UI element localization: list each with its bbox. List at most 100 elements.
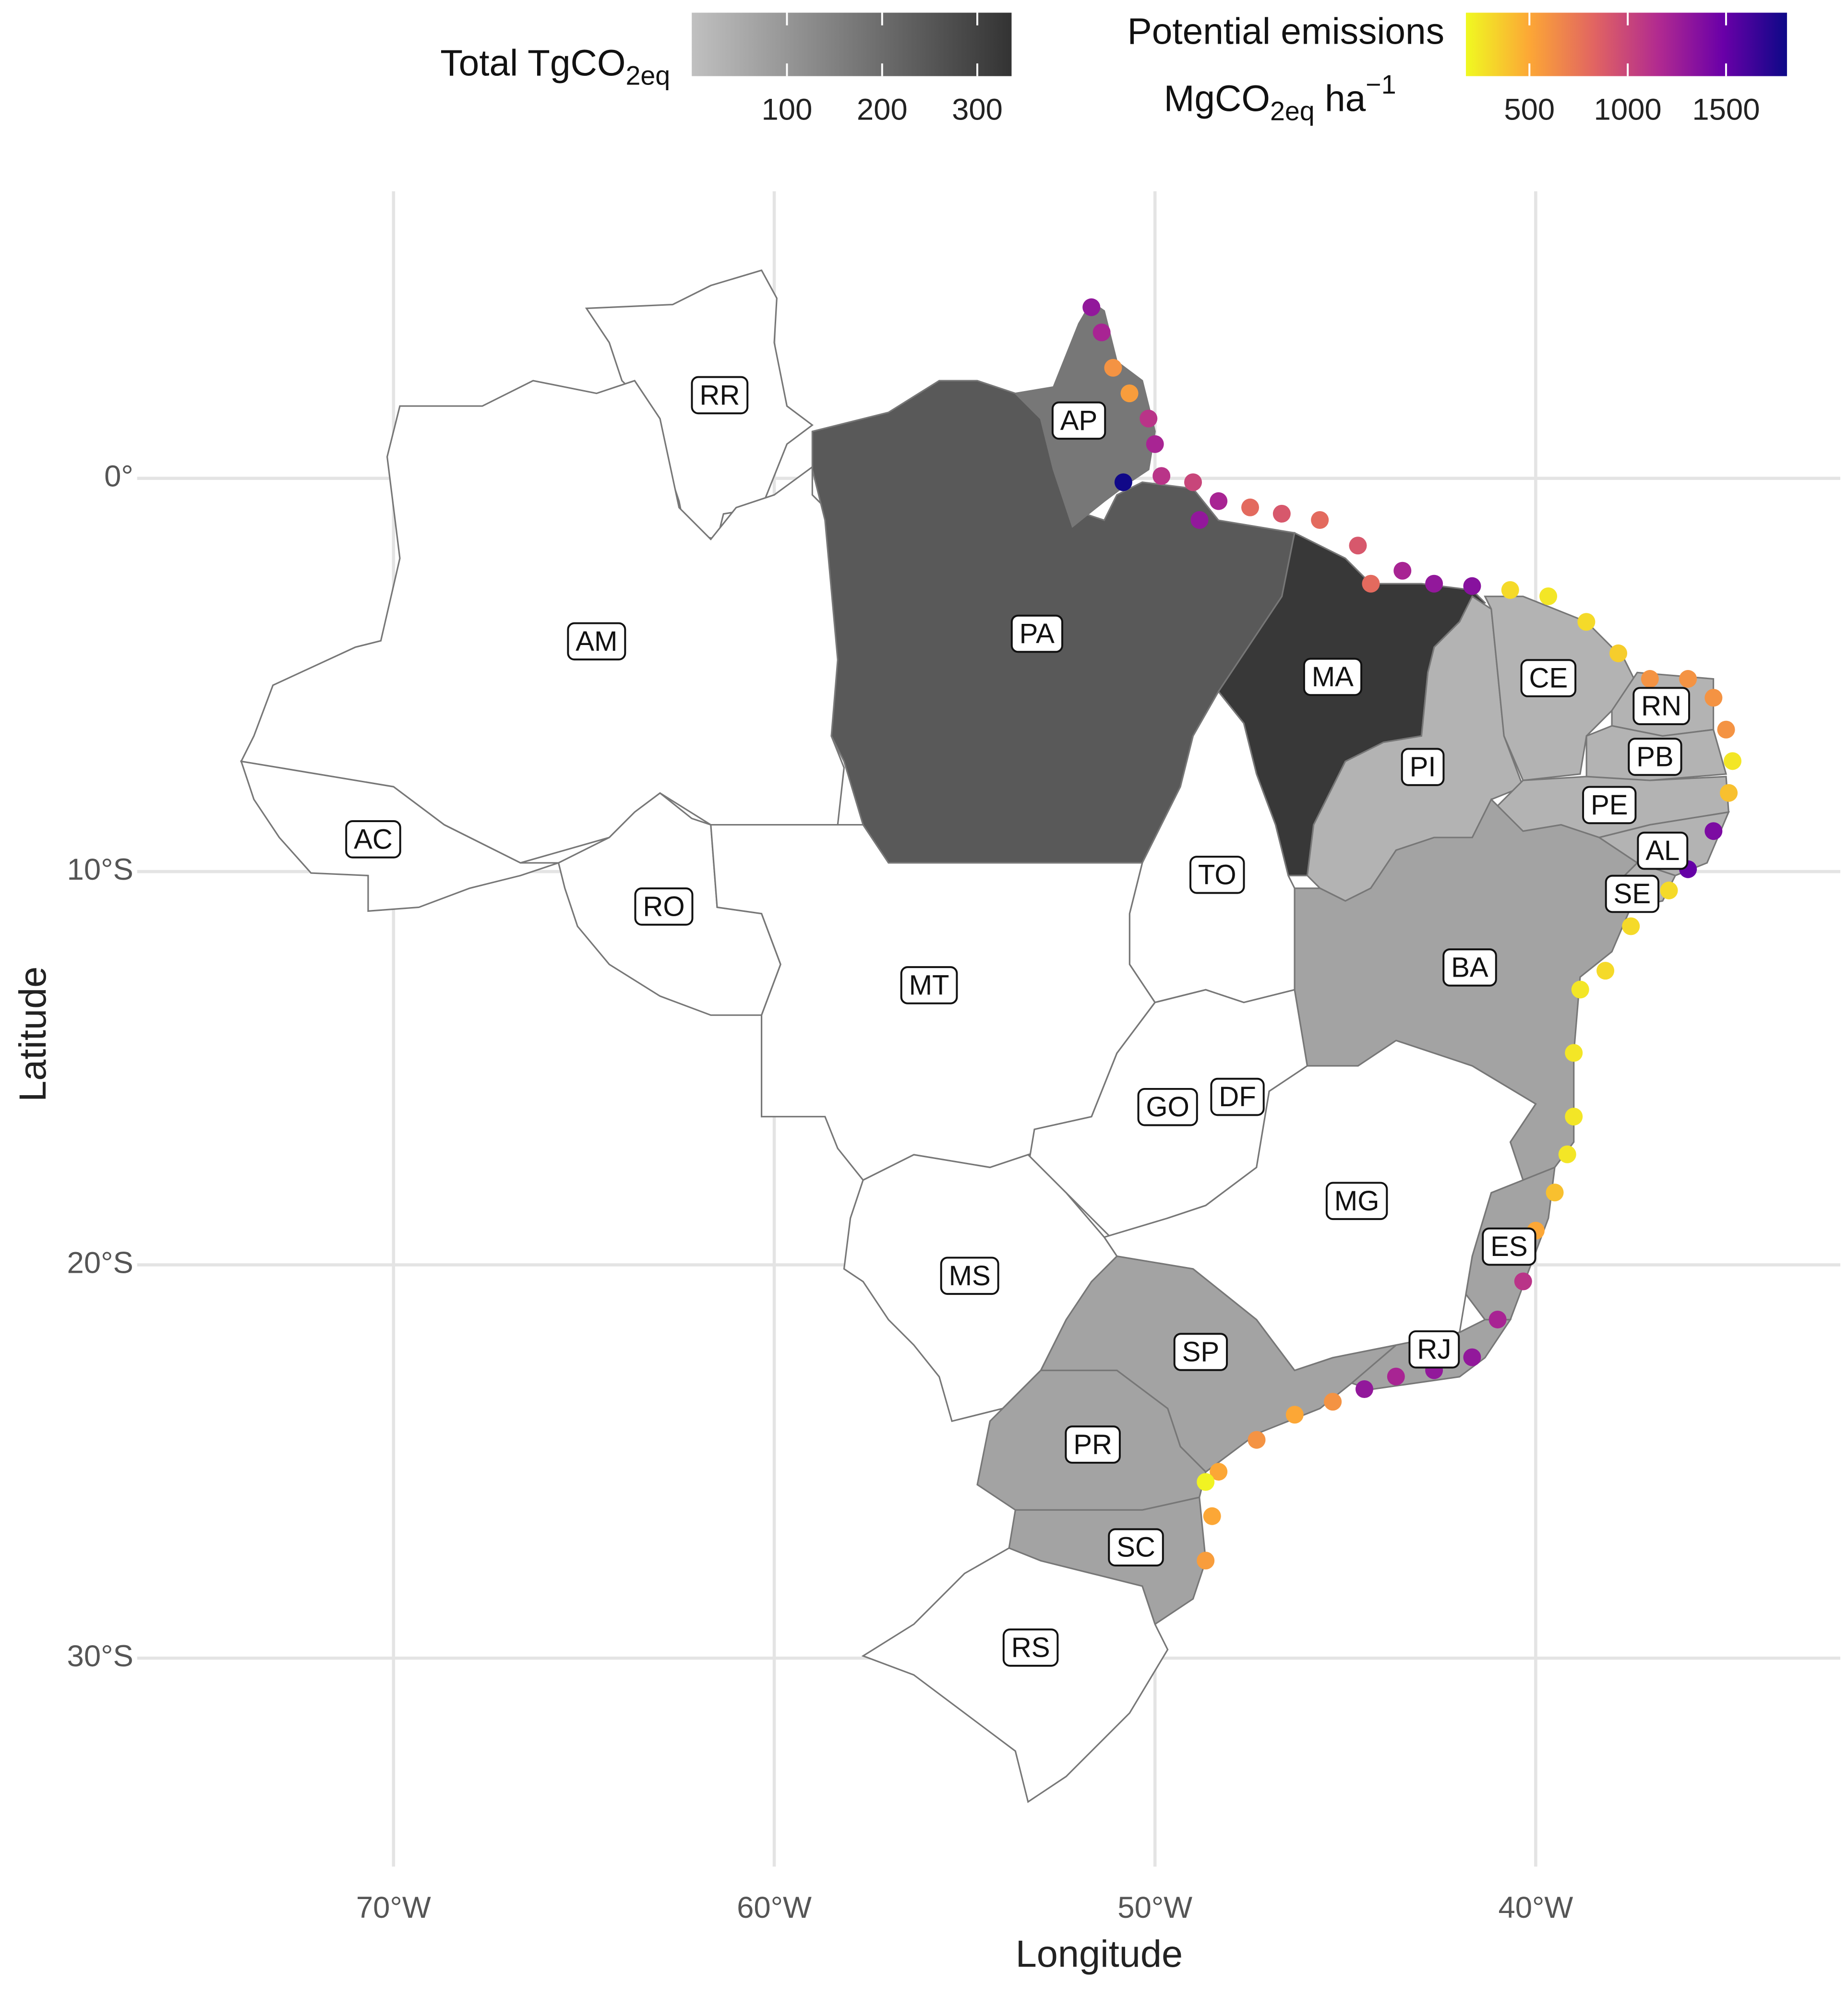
label-box — [1520, 659, 1577, 697]
state-code: AL — [1645, 835, 1680, 866]
state-label: CE — [1520, 659, 1577, 697]
state-label: RS — [1002, 1628, 1059, 1667]
emission-point — [1272, 504, 1291, 523]
color-legend-title: Potential emissions — [1128, 12, 1444, 52]
emission-point — [1210, 492, 1228, 510]
state-code: MS — [949, 1260, 991, 1291]
title-sub: 2eq — [626, 60, 671, 90]
emission-point — [1571, 980, 1589, 999]
state-code: RS — [1011, 1632, 1050, 1663]
unit-sub: 2eq — [1270, 96, 1315, 126]
label-box — [1210, 1077, 1265, 1116]
state-code: RO — [643, 891, 684, 922]
emission-point — [1210, 1463, 1228, 1481]
state-code: PA — [1020, 618, 1055, 649]
label-box — [1401, 748, 1445, 786]
state-label: MT — [900, 966, 958, 1004]
emission-point — [1539, 587, 1558, 605]
colorbar-tick-label: 1000 — [1594, 93, 1662, 126]
emission-point — [1349, 537, 1367, 555]
state-code: MT — [909, 969, 949, 1001]
emission-point — [1425, 574, 1443, 593]
state-code: AM — [576, 626, 617, 657]
state-label: ES — [1482, 1227, 1536, 1266]
label-box — [691, 376, 749, 415]
state-label: PE — [1582, 786, 1637, 825]
state-label: AP — [1051, 401, 1106, 440]
colorbar-tick-label: 500 — [1504, 93, 1555, 126]
state-shape — [861, 1547, 1169, 1804]
emission-point — [1152, 467, 1171, 485]
label-box — [1189, 856, 1245, 894]
emission-point — [1190, 511, 1209, 529]
state-code: DF — [1219, 1081, 1256, 1112]
emission-point — [1241, 498, 1260, 516]
label-box — [1605, 874, 1659, 913]
label-box — [567, 622, 626, 661]
emission-point — [1146, 435, 1164, 453]
state-label: RN — [1632, 687, 1691, 725]
label-box — [1582, 786, 1637, 825]
x-tick-label: 40°W — [1498, 1891, 1573, 1924]
y-tick-label: 20°S — [67, 1246, 133, 1279]
emission-point — [1660, 881, 1678, 899]
emission-point — [1723, 752, 1741, 770]
state-label: PA — [1010, 614, 1064, 653]
emission-point — [1393, 562, 1412, 580]
emission-point — [1463, 1348, 1481, 1366]
label-box — [900, 966, 958, 1004]
state-code: BA — [1451, 952, 1488, 983]
state-code: AC — [354, 824, 393, 855]
state-code: SE — [1614, 878, 1651, 909]
emission-point — [1622, 917, 1640, 935]
label-box — [345, 820, 401, 859]
colorbar-tick-label: 300 — [952, 93, 1003, 126]
label-box — [1325, 1182, 1388, 1220]
emission-point — [1577, 613, 1596, 631]
label-box — [1303, 657, 1363, 696]
emission-point — [1114, 473, 1132, 491]
emission-point — [1704, 822, 1723, 840]
emission-point — [1720, 784, 1738, 802]
emission-point — [1104, 359, 1122, 377]
colorbar-tick-label: 1500 — [1692, 93, 1760, 126]
emission-point — [1463, 577, 1481, 595]
state-label: PR — [1065, 1425, 1121, 1464]
emission-point — [1082, 298, 1101, 316]
label-box — [1408, 1330, 1460, 1369]
label-box — [1632, 687, 1691, 725]
unit-after: ha — [1315, 79, 1366, 120]
colorbar — [692, 12, 1012, 76]
legends: Total TgCO2eq Potential emissions MgCO2e… — [440, 12, 1787, 126]
label-box — [1051, 401, 1106, 440]
label-box — [1637, 831, 1689, 870]
state-label: DF — [1210, 1077, 1265, 1116]
unit-sup: −1 — [1366, 69, 1396, 99]
label-box — [1108, 1528, 1164, 1566]
color-legend-unit: MgCO2eq ha−1 — [1164, 69, 1396, 126]
state-labels: RR AM AC RO PA AP MA PI CE RN PB PE AL SE BA TO MT GO DF MG… — [345, 376, 1691, 1667]
emission-point — [1203, 1507, 1221, 1525]
emission-point — [1514, 1272, 1532, 1291]
label-box — [634, 887, 694, 926]
y-axis-label: Latitude — [11, 967, 54, 1102]
emission-point — [1704, 689, 1723, 707]
colorbar-tick-label: 200 — [857, 93, 908, 126]
emission-point — [1248, 1431, 1266, 1449]
emission-point — [1197, 1552, 1215, 1570]
emission-point — [1641, 670, 1659, 688]
label-box — [1002, 1628, 1059, 1667]
emission-point — [1596, 962, 1615, 980]
emission-point — [1197, 1473, 1215, 1491]
unit-text: MgCO — [1164, 79, 1270, 120]
label-box — [1628, 738, 1682, 776]
emission-point — [1355, 1380, 1373, 1398]
emission-point — [1609, 644, 1628, 662]
state-label: PI — [1401, 748, 1445, 786]
emission-point — [1140, 409, 1158, 428]
state-code: CE — [1529, 663, 1568, 694]
emission-point — [1184, 473, 1202, 491]
state-label: MG — [1325, 1182, 1388, 1220]
state-label: RO — [634, 887, 694, 926]
